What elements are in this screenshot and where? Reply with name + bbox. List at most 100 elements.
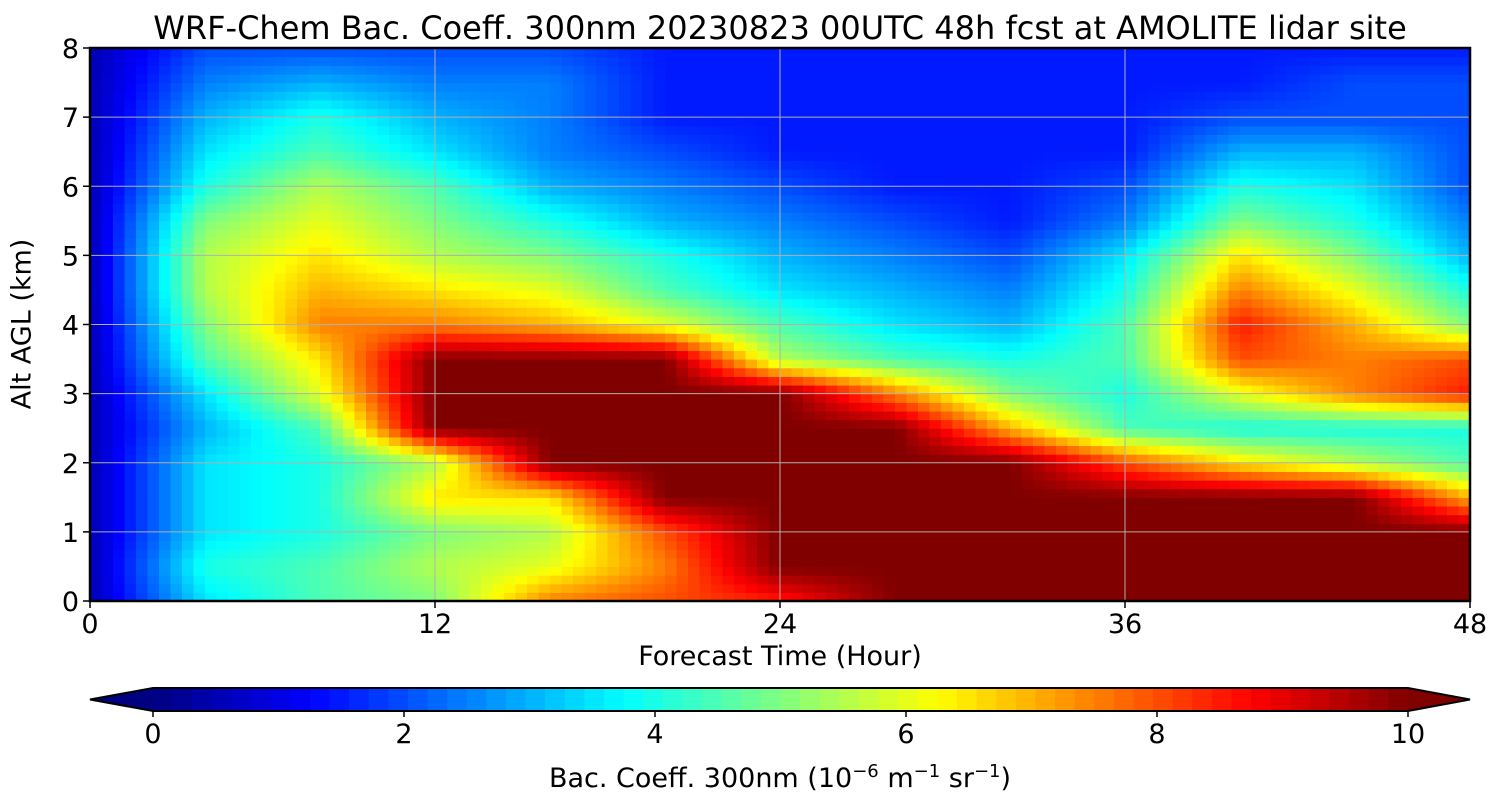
heatmap-cell bbox=[1297, 505, 1310, 516]
heatmap-cell bbox=[274, 315, 287, 326]
heatmap-cell bbox=[481, 350, 494, 360]
heatmap-cell bbox=[1343, 497, 1356, 507]
heatmap-cell bbox=[1079, 583, 1092, 593]
heatmap-cell bbox=[274, 384, 287, 395]
heatmap-cell bbox=[435, 471, 448, 481]
heatmap-cell bbox=[768, 583, 781, 593]
heatmap-cell bbox=[1447, 393, 1460, 403]
heatmap-cell bbox=[331, 333, 344, 343]
heatmap-cell bbox=[929, 592, 942, 602]
heatmap-cell bbox=[469, 393, 482, 403]
heatmap-cell bbox=[952, 436, 965, 447]
heatmap-cell bbox=[285, 264, 298, 274]
heatmap-cell bbox=[1366, 367, 1379, 377]
heatmap-cell bbox=[113, 402, 126, 412]
heatmap-cell bbox=[1309, 272, 1322, 282]
heatmap-cell bbox=[1171, 462, 1184, 472]
heatmap-cell bbox=[1044, 505, 1057, 516]
heatmap-cell bbox=[998, 324, 1011, 334]
heatmap-cell bbox=[1251, 410, 1264, 421]
heatmap-cell bbox=[1286, 480, 1299, 490]
heatmap-cell bbox=[504, 428, 517, 438]
heatmap-cell bbox=[849, 255, 862, 265]
heatmap-cell bbox=[205, 246, 218, 256]
heatmap-cell bbox=[941, 505, 954, 516]
heatmap-cell bbox=[757, 350, 770, 360]
heatmap-cell bbox=[251, 272, 264, 282]
heatmap-cell bbox=[354, 410, 367, 421]
heatmap-cell bbox=[527, 341, 540, 352]
heatmap-cell bbox=[860, 523, 873, 533]
heatmap-cell bbox=[90, 436, 103, 447]
heatmap-cell bbox=[1309, 255, 1322, 265]
heatmap-cell bbox=[239, 410, 252, 421]
heatmap-cell bbox=[1389, 514, 1402, 524]
heatmap-cell bbox=[745, 419, 758, 429]
heatmap-cell bbox=[251, 402, 264, 412]
heatmap-cell bbox=[331, 514, 344, 524]
heatmap-cell bbox=[998, 583, 1011, 593]
heatmap-cell bbox=[711, 341, 724, 352]
heatmap-cell bbox=[561, 419, 574, 429]
heatmap-cell bbox=[515, 384, 528, 395]
heatmap-cell bbox=[90, 410, 103, 421]
heatmap-cell bbox=[1424, 246, 1437, 256]
heatmap-cell bbox=[458, 540, 471, 550]
heatmap-cell bbox=[216, 359, 229, 369]
heatmap-cell bbox=[1228, 462, 1241, 472]
heatmap-cell bbox=[1447, 462, 1460, 472]
heatmap-cell bbox=[918, 281, 931, 291]
heatmap-cell bbox=[136, 384, 149, 395]
heatmap-cell bbox=[343, 402, 356, 412]
heatmap-cell bbox=[205, 445, 218, 455]
heatmap-cell bbox=[941, 350, 954, 360]
heatmap-cell bbox=[734, 575, 747, 585]
heatmap-cell bbox=[1263, 505, 1276, 516]
heatmap-cell bbox=[205, 566, 218, 576]
heatmap-cell bbox=[964, 505, 977, 516]
heatmap-cell bbox=[550, 402, 563, 412]
heatmap-cell bbox=[1263, 497, 1276, 507]
heatmap-cell bbox=[400, 359, 413, 369]
heatmap-cell bbox=[343, 255, 356, 265]
heatmap-cell bbox=[688, 307, 701, 317]
heatmap-cell bbox=[1056, 333, 1069, 343]
heatmap-cell bbox=[228, 462, 241, 472]
heatmap-cell bbox=[883, 298, 896, 308]
heatmap-cell bbox=[527, 531, 540, 542]
heatmap-cell bbox=[722, 402, 735, 412]
heatmap-cell bbox=[653, 505, 666, 516]
heatmap-cell bbox=[1447, 359, 1460, 369]
heatmap-cell bbox=[136, 281, 149, 291]
heatmap-cell bbox=[1067, 255, 1080, 265]
heatmap-cell bbox=[1021, 376, 1034, 386]
heatmap-cell bbox=[1125, 419, 1138, 429]
heatmap-cell bbox=[1332, 514, 1345, 524]
heatmap-cell bbox=[239, 523, 252, 533]
heatmap-cell bbox=[607, 289, 620, 300]
heatmap-cell bbox=[113, 264, 126, 274]
heatmap-cell bbox=[573, 566, 586, 576]
heatmap-cell bbox=[1343, 315, 1356, 326]
heatmap-cell bbox=[446, 307, 459, 317]
heatmap-cell bbox=[1148, 367, 1161, 377]
heatmap-cell bbox=[872, 488, 885, 498]
heatmap-cell bbox=[297, 307, 310, 317]
heatmap-cell bbox=[216, 575, 229, 585]
heatmap-cell bbox=[205, 488, 218, 498]
heatmap-cell bbox=[285, 557, 298, 568]
heatmap-cell bbox=[803, 315, 816, 326]
heatmap-cell bbox=[515, 315, 528, 326]
heatmap-cell bbox=[1044, 298, 1057, 308]
heatmap-cell bbox=[193, 592, 206, 602]
heatmap-cell bbox=[722, 264, 735, 274]
heatmap-cell bbox=[964, 514, 977, 524]
heatmap-cell bbox=[1412, 462, 1425, 472]
heatmap-cell bbox=[975, 557, 988, 568]
heatmap-cell bbox=[745, 281, 758, 291]
heatmap-cell bbox=[527, 410, 540, 421]
heatmap-cell bbox=[814, 436, 827, 447]
heatmap-cell bbox=[791, 359, 804, 369]
heatmap-cell bbox=[193, 462, 206, 472]
heatmap-cell bbox=[987, 246, 1000, 256]
